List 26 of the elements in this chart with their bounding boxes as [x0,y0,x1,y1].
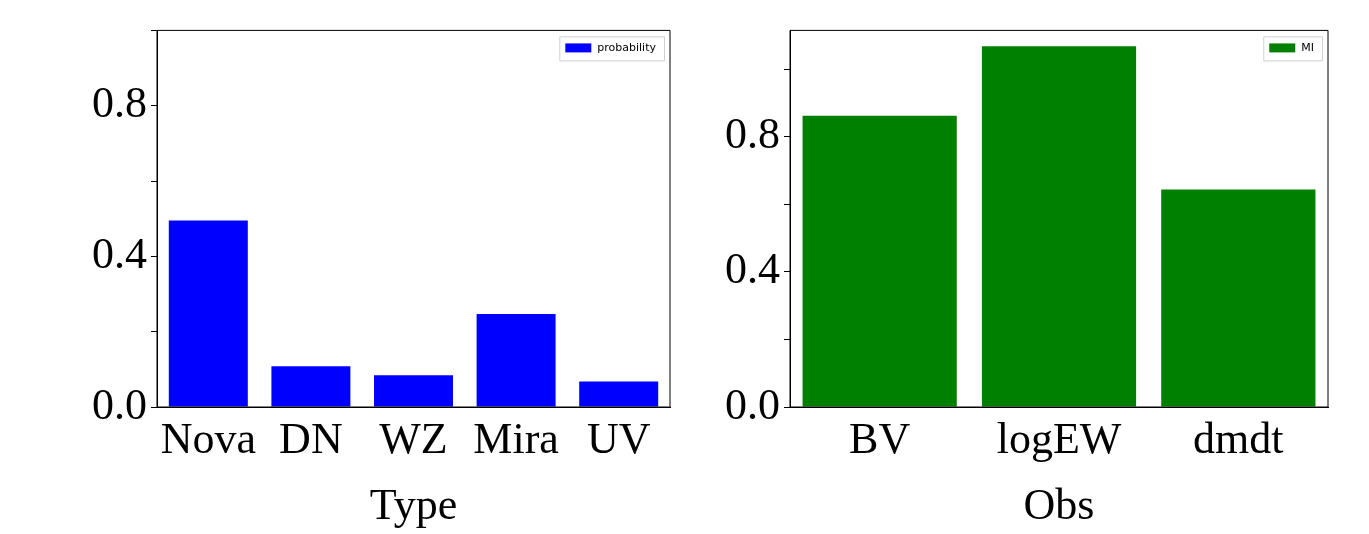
x-tick-label: logEW [996,413,1122,463]
y-tick-label: 0.0 [725,379,780,429]
x-tick-label: WZ [379,413,448,463]
bar [374,375,453,407]
y-tick-label: 0.0 [92,379,147,429]
x-tick-label: UV [586,413,651,463]
bar [579,381,659,407]
x-tick-label: DN [279,413,343,463]
y-tick-label: 0.4 [92,228,147,278]
bar [1161,189,1316,407]
y-tick-label: 0.8 [92,78,147,128]
x-tick-label: dmdt [1193,413,1284,463]
bar [981,46,1137,407]
x-tick-label: Nova [160,413,256,463]
legend-label: MI [1301,41,1315,55]
bar [802,115,957,407]
bar [476,313,556,407]
x-tick-label: BV [849,413,911,463]
bar [168,220,248,407]
x-axis-title: Type [369,480,458,530]
x-axis-title: Obs [1023,480,1095,530]
bar [271,366,351,407]
legend-label: probability [597,41,657,55]
x-tick-label: Mira [473,413,559,463]
y-tick-label: 0.4 [725,244,780,294]
y-tick-label: 0.8 [725,109,780,159]
